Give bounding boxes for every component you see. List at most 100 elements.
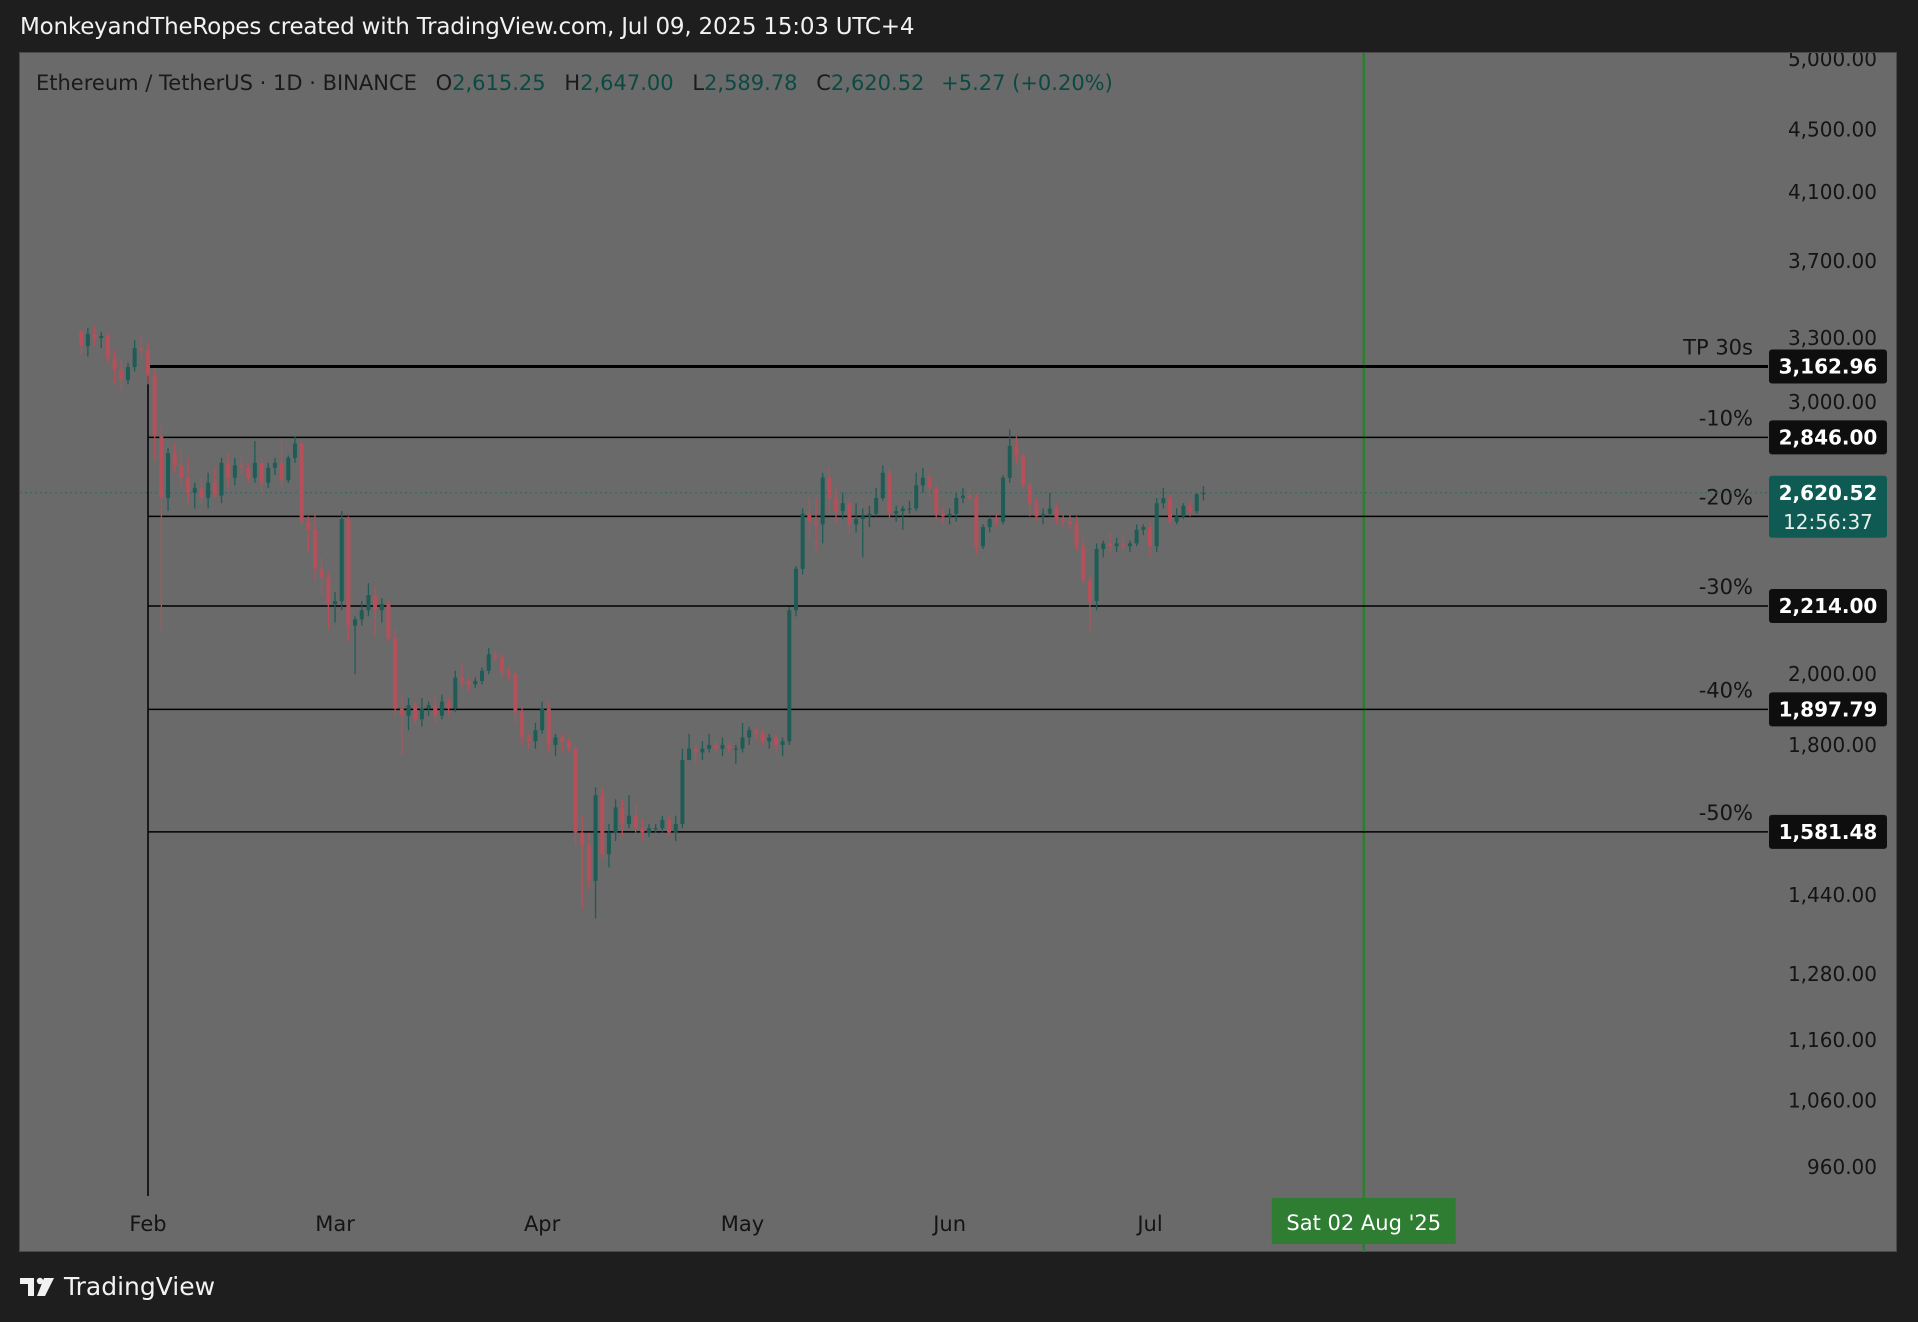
candle xyxy=(900,505,905,530)
candle-body xyxy=(520,712,525,738)
candle xyxy=(640,819,645,842)
candle xyxy=(139,335,144,359)
candle-body xyxy=(1201,492,1206,495)
candle-body xyxy=(753,730,758,734)
candle xyxy=(419,698,424,727)
candle-body xyxy=(927,477,932,488)
candle-body xyxy=(640,828,645,833)
price-level-tag-text: 1,897.79 xyxy=(1779,697,1878,721)
candle xyxy=(920,467,925,493)
candle-body xyxy=(319,568,324,578)
candle-body xyxy=(613,807,618,833)
candle xyxy=(526,733,531,749)
candle-body xyxy=(974,498,979,547)
candle-body xyxy=(1161,498,1166,504)
price-levels-group: TP 30s -10% -20% -30% -40% -50% xyxy=(20,335,1768,1196)
candle xyxy=(453,670,458,713)
price-chart[interactable]: TP 30s -10% -20% -30% -40% -50% 5,000.00 4,500… xyxy=(20,53,1897,1252)
price-level-tag-text: 2,846.00 xyxy=(1779,425,1878,449)
candle xyxy=(379,598,384,623)
candle xyxy=(125,362,130,385)
candle-body xyxy=(373,595,378,611)
candles-group xyxy=(79,325,1206,919)
time-tick-label: May xyxy=(721,1212,764,1236)
candle xyxy=(1034,498,1039,522)
candle-body xyxy=(707,744,712,749)
candle xyxy=(446,698,451,716)
chart-frame[interactable] xyxy=(19,52,1897,1252)
close-label: C xyxy=(816,71,831,95)
candle-body xyxy=(687,748,692,761)
candle xyxy=(934,485,939,520)
candle-body xyxy=(693,748,698,753)
candle xyxy=(1007,429,1012,483)
candle-body xyxy=(887,472,892,514)
candle-body xyxy=(359,610,364,620)
candle xyxy=(506,667,511,681)
candle-body xyxy=(486,654,491,671)
candle xyxy=(787,607,792,745)
candle xyxy=(780,737,785,757)
candle xyxy=(292,436,297,463)
candle-body xyxy=(900,508,905,512)
candle xyxy=(266,462,271,488)
candle-body xyxy=(1014,445,1019,456)
candle-body xyxy=(119,369,124,380)
candle-body xyxy=(379,604,384,611)
candle-body xyxy=(92,333,97,338)
candle xyxy=(860,508,865,558)
candle xyxy=(232,457,237,486)
candle-body xyxy=(426,705,431,709)
high-label: H xyxy=(564,71,581,95)
candle xyxy=(299,441,304,525)
price-tick-label: 1,280.00 xyxy=(1788,962,1877,986)
current-price-tag: 2,620.52 12:56:37 xyxy=(1769,475,1887,538)
price-level-tags: 3,162.962,846.002,530.002,214.001,897.79… xyxy=(1769,349,1887,849)
candle xyxy=(727,741,732,753)
candle-body xyxy=(493,654,498,658)
candle-body xyxy=(1181,505,1186,517)
price-level-tag-text: 3,162.96 xyxy=(1779,354,1878,378)
candle-body xyxy=(854,519,859,525)
candle xyxy=(560,733,565,753)
candle-body xyxy=(433,705,438,716)
symbol-name[interactable]: Ethereum / TetherUS · 1D · BINANCE xyxy=(36,71,417,95)
candle-body xyxy=(1127,543,1132,547)
candle-body xyxy=(406,705,411,716)
candle-body xyxy=(667,819,672,833)
candle xyxy=(1188,500,1193,517)
time-tick-label: Mar xyxy=(315,1212,355,1236)
candle-body xyxy=(1047,508,1052,514)
price-tick-label: 2,000.00 xyxy=(1788,662,1877,686)
candle xyxy=(479,667,485,685)
price-level-percent-label: -10% xyxy=(1699,406,1753,430)
candle-body xyxy=(727,744,732,749)
candle-body xyxy=(259,462,264,483)
candle xyxy=(159,424,164,632)
candle xyxy=(1141,524,1146,536)
candle xyxy=(874,487,879,517)
candle-body xyxy=(586,845,591,881)
candle xyxy=(1127,540,1132,552)
candle xyxy=(1021,453,1026,488)
candle xyxy=(827,467,832,514)
candle xyxy=(720,737,725,757)
date-marker-tag-text: Sat 02 Aug '25 xyxy=(1286,1211,1441,1235)
candle xyxy=(1107,532,1112,555)
candle xyxy=(1114,537,1119,552)
candle-body xyxy=(740,737,745,749)
candle-body xyxy=(1054,508,1059,520)
candle-body xyxy=(1101,543,1106,550)
candle-body xyxy=(800,513,805,569)
candle xyxy=(947,508,952,525)
tradingview-logo[interactable]: TradingView xyxy=(20,1272,215,1301)
candle xyxy=(272,457,277,476)
candle xyxy=(192,482,197,509)
candle xyxy=(1147,521,1153,558)
candle xyxy=(540,701,545,734)
price-level-tag: 2,214.00 xyxy=(1769,588,1887,623)
candle-body xyxy=(867,513,872,517)
candle xyxy=(132,340,137,372)
candle-body xyxy=(453,677,458,709)
candle-body xyxy=(860,516,865,520)
